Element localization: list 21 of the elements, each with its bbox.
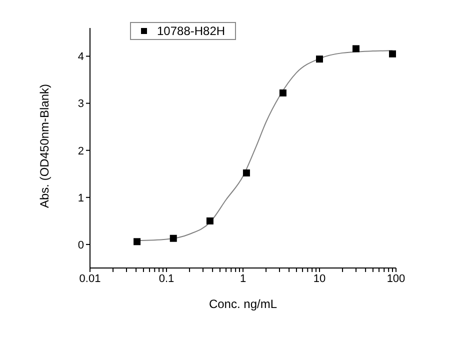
- x-tick-label: 100: [386, 272, 406, 285]
- point: [134, 238, 141, 246]
- y-tick-label: 0: [78, 239, 84, 252]
- y-tick-label: 1: [78, 192, 84, 204]
- point: [170, 234, 177, 242]
- y-axis-title: Abs. (OD450nm-Blank): [37, 84, 52, 208]
- y-tick-label: 3: [78, 98, 84, 110]
- x-tick-label: 1: [240, 272, 246, 285]
- x-axis-title: Conc. ng/mL: [208, 297, 278, 311]
- point: [242, 169, 250, 176]
- x-tick-label: 10: [313, 272, 326, 285]
- point: [279, 89, 286, 96]
- y-tick-label: 2: [78, 145, 84, 158]
- y-tick-label: 4: [78, 51, 84, 64]
- point: [206, 217, 214, 224]
- x-tick-label: 0.01: [79, 272, 101, 285]
- legend-label: 10788-H82H: [157, 24, 226, 38]
- point: [316, 56, 323, 63]
- point: [389, 50, 396, 58]
- point: [352, 45, 360, 52]
- x-tick-label: 0.1: [158, 272, 174, 285]
